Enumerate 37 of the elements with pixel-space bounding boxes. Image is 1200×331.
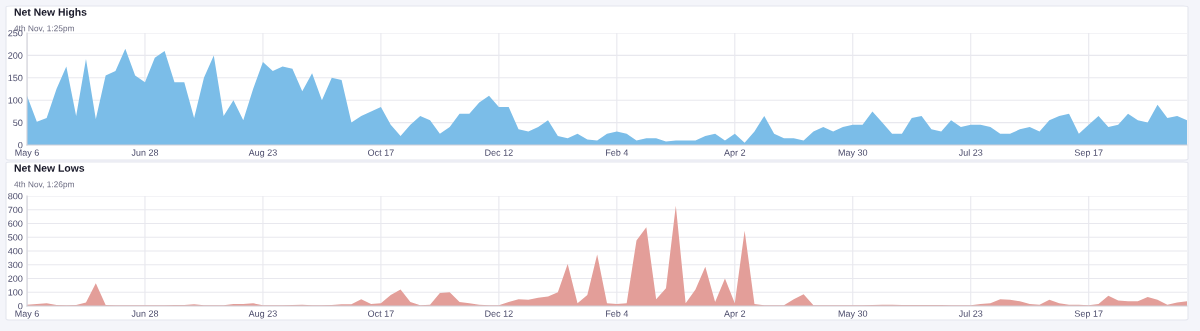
y-tick-label: 700	[8, 206, 23, 214]
x-tick-label: Feb 4	[606, 149, 629, 156]
y-tick-label: 0	[18, 302, 23, 310]
x-tick-label: May 6	[15, 310, 39, 319]
chart-title: Net New Lows	[14, 164, 85, 172]
x-tick-label: Sep 17	[1074, 149, 1103, 158]
x-tick-label: Jul 23	[958, 310, 983, 317]
x-tick-label: Aug 23	[248, 149, 277, 158]
x-tick-label: Oct 17	[368, 149, 394, 156]
x-tick-label: Apr 2	[724, 310, 746, 319]
y-tick-label: 200	[8, 52, 23, 59]
x-tick-label: Feb 4	[606, 310, 629, 317]
x-tick-label: May 30	[838, 149, 868, 158]
y-tick-label: 50	[13, 119, 23, 126]
x-tick-label: Jul 23	[958, 149, 983, 156]
y-tick-label: 100	[8, 97, 23, 104]
y-tick-label: 800	[8, 192, 23, 200]
chart-title: Net New Highs	[14, 8, 87, 18]
x-tick-label: Dec 12	[485, 310, 513, 317]
y-tick-label: 0	[18, 141, 23, 149]
y-tick-label: 500	[8, 234, 23, 241]
y-tick-label: 300	[8, 261, 23, 269]
chart-subtitle: 4th Nov, 1:26pm	[14, 181, 74, 189]
x-tick-label: May 30	[838, 310, 868, 319]
y-tick-label: 100	[8, 289, 23, 296]
y-tick-label: 150	[8, 74, 23, 82]
x-tick-label: Dec 12	[485, 149, 513, 156]
x-tick-label: May 6	[15, 149, 39, 158]
y-tick-label: 600	[8, 220, 23, 227]
y-tick-label: 200	[8, 275, 23, 282]
x-tick-label: Oct 17	[368, 310, 394, 317]
x-tick-label: Sep 17	[1074, 310, 1103, 319]
x-tick-label: Jun 28	[131, 149, 159, 156]
x-tick-label: Jun 28	[131, 310, 159, 317]
x-tick-label: Aug 23	[248, 310, 277, 319]
x-tick-label: Apr 2	[724, 149, 746, 158]
y-tick-label: 400	[7, 247, 23, 255]
